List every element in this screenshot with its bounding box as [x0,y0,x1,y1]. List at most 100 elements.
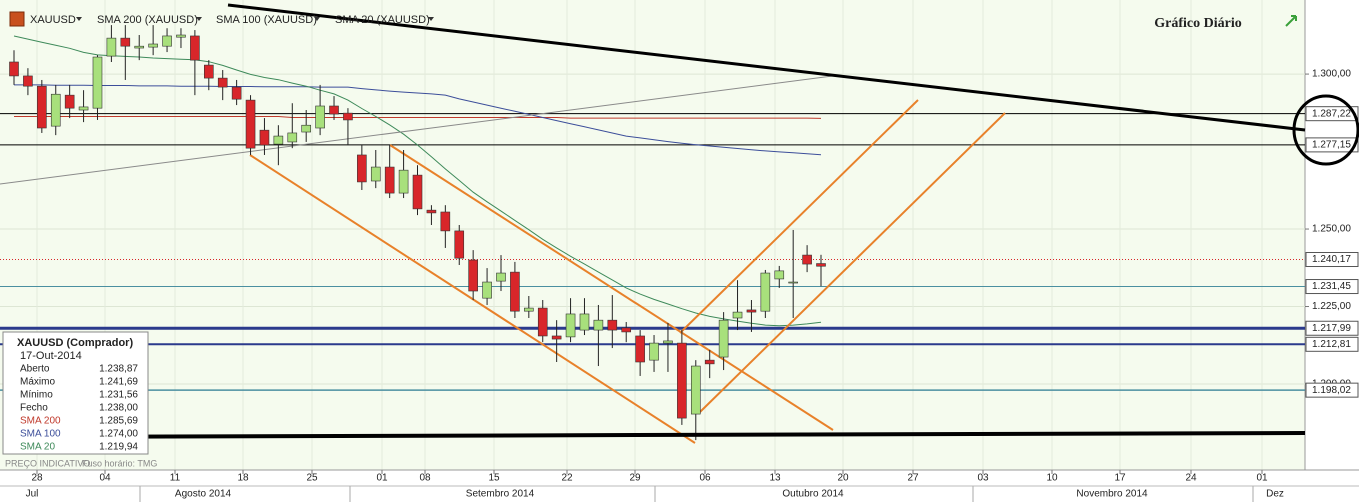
info-value: 1.285,69 [99,416,138,427]
legend-symbol[interactable]: XAUUSD [30,14,76,26]
dropdown-arrow[interactable] [314,17,320,21]
timezone-note: Fuso horário: TMG [82,458,157,468]
month-label: Setembro 2014 [466,489,535,500]
info-label: Fecho [20,403,48,414]
candle-body [176,34,186,38]
grid [0,0,1305,470]
info-value: 1.219,94 [99,442,138,453]
candle-body [593,319,604,331]
candle-body [704,359,715,365]
x-tick-label: 17 [1114,473,1126,484]
candle-body [357,154,367,183]
candle-body [760,272,771,312]
y-tick-label: 1.250,00 [1312,224,1351,235]
candle-body [190,35,200,61]
candle-body [649,342,659,361]
highlight-circle [1292,94,1359,166]
candle-body [9,61,19,77]
candle-body [315,105,325,129]
channel-line [699,112,1006,413]
info-panel [2,331,149,455]
legend-entry[interactable]: SMA 20 (XAUUSD) [335,14,430,26]
dropdown-arrow[interactable] [76,17,82,21]
symbol-icon [9,11,25,27]
sma-lines [13,35,822,327]
candle-body [565,313,576,338]
x-tick-label: 22 [561,473,573,484]
x-axis: 28 04 11 18 25 01 08 15 22 29 06 13 20 27 03 10 17 24 01 Ju… [26,470,1284,502]
info-value: 1.274,00 [99,429,138,440]
candle-body [23,75,33,87]
x-tick-label: 25 [306,473,318,484]
level-label-box [1305,336,1359,352]
candle-body [329,105,339,115]
x-tick-label: 11 [170,473,181,484]
x-tick-label: 08 [419,473,431,484]
dropdown-arrow[interactable] [196,17,202,21]
candles [9,25,826,441]
info-rows: Aberto 1.238,87 Máximo 1.241,69 Mínimo 1.231,… [20,364,138,453]
candle-body [231,86,242,100]
candle-body [384,166,395,194]
x-tick-label: 28 [31,473,43,484]
candle-body [412,174,423,210]
x-tick-label: 15 [488,473,500,484]
month-label: Outubro 2014 [782,489,844,500]
level-label-box [1305,320,1359,336]
candle-body [732,311,743,319]
x-tick-label: 06 [699,473,711,484]
candle-body [718,319,729,358]
candle-body [259,129,270,146]
level-label: 1.277,15 [1312,140,1351,151]
candle-body [635,335,645,363]
candle-body [203,64,214,79]
dropdown-arrow[interactable] [428,17,434,21]
level-label-box [1305,279,1359,295]
candle-body [802,254,812,265]
candle-body [663,340,673,344]
trend-lines-bold [4,3,1306,439]
candle-body [690,365,701,415]
x-tick-label: 04 [99,473,111,484]
info-value: 1.231,56 [99,390,138,401]
candle-body [440,211,451,232]
channel-line [249,154,696,444]
candle-body [162,35,172,47]
trend-icon[interactable] [1285,15,1297,27]
candle-body [78,106,89,111]
candle-body [398,169,409,194]
candle-body [37,85,47,129]
candle-body [134,45,145,49]
candle-body [607,319,618,331]
info-label: SMA 200 [20,416,61,427]
support-line [4,431,1306,439]
sma-line [13,35,822,327]
candle-body [524,307,534,312]
info-value: 1.238,87 [99,364,138,375]
info-label: SMA 20 [20,442,55,453]
month-label: Jul [26,489,39,500]
candle-body [551,335,562,340]
month-label: Novembro 2014 [1076,489,1148,500]
x-tick-label: 01 [1256,473,1268,484]
x-tick-label: 03 [977,473,989,484]
candle-body [621,327,632,333]
candle-body [746,309,757,313]
candle-body [370,166,381,182]
candle-body [287,132,298,143]
x-tick-label: 18 [237,473,249,484]
info-title: XAUUSD (Comprador) [17,337,133,349]
candle-body [677,342,687,419]
chart-title: Gráfico Diário [1154,16,1241,31]
level-label: 1.217,99 [1312,323,1351,334]
candle-body [148,43,158,48]
x-tick-label: 13 [769,473,781,484]
level-label-box [1305,382,1359,398]
legend-entry[interactable]: SMA 200 (XAUUSD) [97,14,198,26]
x-tick-label: 24 [1185,473,1197,484]
legend-entry[interactable]: SMA 100 (XAUUSD) [216,14,317,26]
candle-body [482,281,492,299]
x-tick-label: 10 [1046,473,1058,484]
candle-body [106,37,117,57]
